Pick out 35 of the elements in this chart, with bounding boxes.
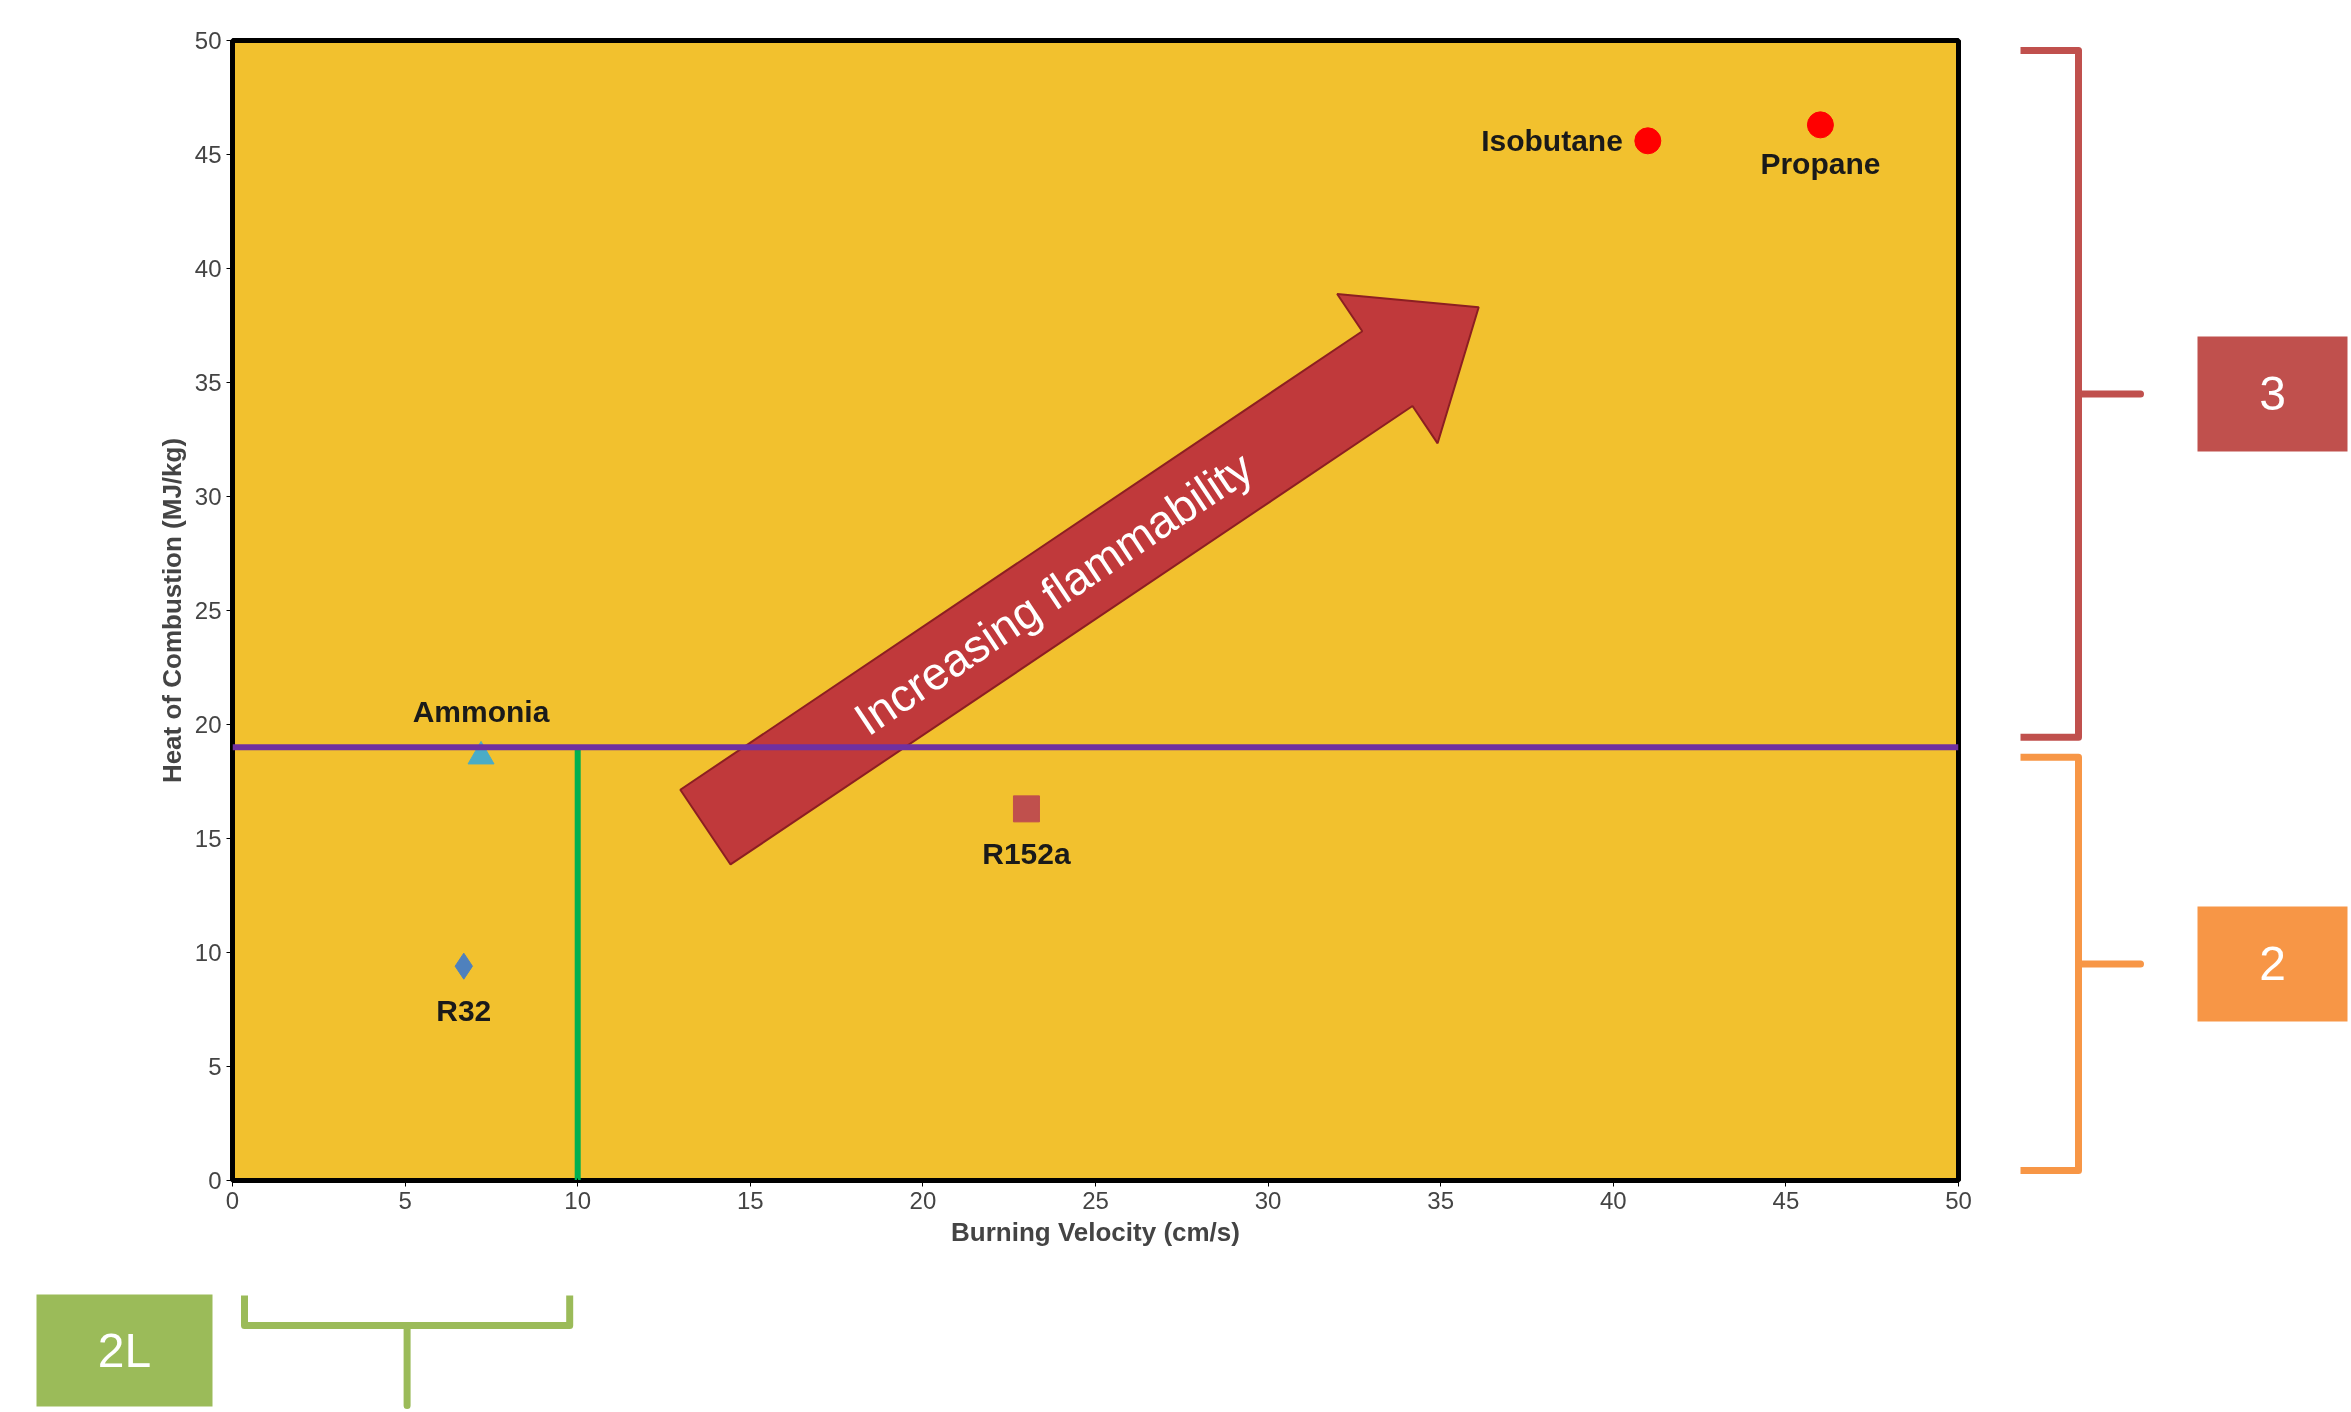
text: 2	[2259, 937, 2286, 991]
x-tick-label: 0	[225, 1186, 240, 1214]
text: 3	[2259, 367, 2286, 421]
x-axis-title: Burning Velocity (cm/s)	[951, 1216, 1240, 1247]
x-tick-label: 45	[1772, 1186, 1800, 1214]
series-label: Isobutane	[1481, 124, 1623, 158]
y-tick-label: 40	[194, 255, 222, 282]
series-label: Ammonia	[412, 695, 550, 729]
point	[1634, 127, 1662, 155]
y-tick-label: 5	[208, 1053, 222, 1080]
point	[1012, 795, 1040, 823]
y-tick-label: 20	[194, 711, 222, 738]
y-tick-label: 25	[194, 597, 222, 624]
series-label: R32	[436, 994, 492, 1028]
y-tick-label: 50	[194, 27, 222, 54]
y-tick-label: 30	[194, 483, 222, 510]
text: 2L	[97, 1324, 152, 1377]
x-tick-label: 40	[1599, 1186, 1627, 1214]
y-tick-label: 15	[194, 825, 222, 852]
x-tick-label: 20	[909, 1186, 937, 1214]
x-tick-label: 35	[1427, 1186, 1455, 1214]
x-tick-label: 10	[564, 1186, 592, 1214]
y-tick-label: 35	[194, 369, 222, 396]
point	[1806, 111, 1834, 139]
y-tick-label: 0	[208, 1167, 222, 1194]
series-label: Propane	[1760, 146, 1881, 180]
x-tick-label: 25	[1082, 1186, 1109, 1214]
x-tick-label: 15	[736, 1186, 764, 1214]
x-tick-label: 5	[398, 1186, 412, 1214]
y-tick-label: 45	[194, 141, 222, 168]
x-tick-label: 50	[1945, 1186, 1972, 1214]
x-tick-label: 30	[1254, 1186, 1282, 1214]
y-axis-title: Heat of Combustion (MJ/kg)	[156, 437, 187, 784]
y-tick-label: 10	[194, 939, 222, 966]
series-label: R152a	[982, 836, 1071, 870]
